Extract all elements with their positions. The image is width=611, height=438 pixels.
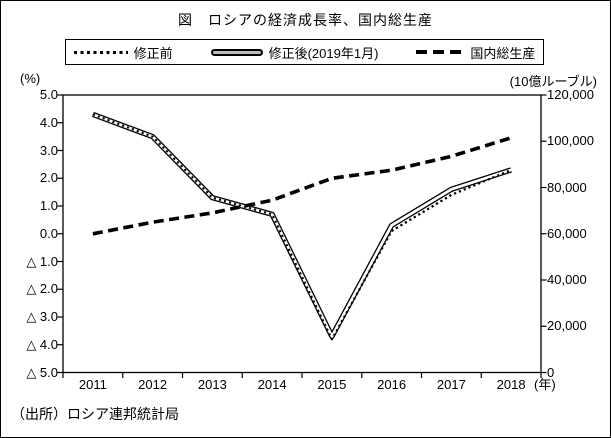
plot-border [62,94,542,374]
x-tick-label: 2018 [496,377,526,392]
y-right-tick-label: 60,000 [547,225,587,241]
y-left-tick-label: △ 1.0 [26,253,58,269]
y-right-tick-label: 0 [547,364,555,380]
y-right-tick-label: 40,000 [547,272,587,287]
y-left-tick-label: 1.0 [39,198,58,213]
double-line-swatch-icon [210,48,263,56]
dashed-line-swatch-icon [416,50,465,54]
legend-label-gdp: 国内総生産 [470,45,536,61]
left-axis-unit-label: (%) [20,71,41,86]
x-tick-label: 2014 [257,377,287,392]
y-left-tick-label: 3.0 [39,142,58,158]
legend-label-post-revision: 修正後(2019年1月) [268,45,379,61]
y-left-tick-label: △ 3.0 [26,309,58,324]
legend-label-pre-revision: 修正前 [133,45,173,61]
right-axis-unit-label: (10億ルーブル) [509,74,597,89]
series-post-revision-line [91,111,512,340]
y-right-tick-label: 20,000 [547,318,587,334]
chart-title: 図 ロシアの経済成長率、国内総生産 [178,12,433,28]
series-post-revision-line-core [92,113,512,338]
y-left-tick-label: 2.0 [39,170,58,186]
y-left-tick-label: △ 5.0 [26,364,58,380]
source-note: （出所）ロシア連邦統計局 [11,406,179,422]
x-tick-label: 2015 [317,377,347,392]
x-axis-suffix-label: (年) [534,377,556,392]
y-right-tick-label: 100,000 [547,133,594,149]
series-pre-revision-line-top [92,113,512,341]
x-tick-label: 2016 [377,377,407,392]
series-gdp-line [92,136,512,236]
legend-item-gdp: 国内総生産 [416,43,535,62]
legend-item-pre-revision: 修正前 [73,43,173,62]
y-right-tick-label: 80,000 [547,179,587,195]
y-left-tick-label: 0.0 [39,225,58,241]
x-tick-label: 2013 [197,377,227,392]
x-tick-label: 2012 [138,377,168,392]
x-tick-label: 2017 [436,377,466,392]
y-left-tick-label: △ 4.0 [26,336,58,352]
legend-item-post-revision: 修正後(2019年1月) [210,43,379,62]
legend: 修正前 修正後(2019年1月) 国内総生産 [65,39,544,65]
y-right-tick-label: 120,000 [547,87,594,102]
y-left-tick-label: 5.0 [39,87,58,102]
dotted-line-swatch-icon [73,50,128,54]
y-left-tick-label: 4.0 [39,114,58,130]
series-pre-revision-line [92,113,512,341]
y-left-tick-label: △ 2.0 [26,281,58,297]
x-tick-label: 2011 [78,377,107,392]
